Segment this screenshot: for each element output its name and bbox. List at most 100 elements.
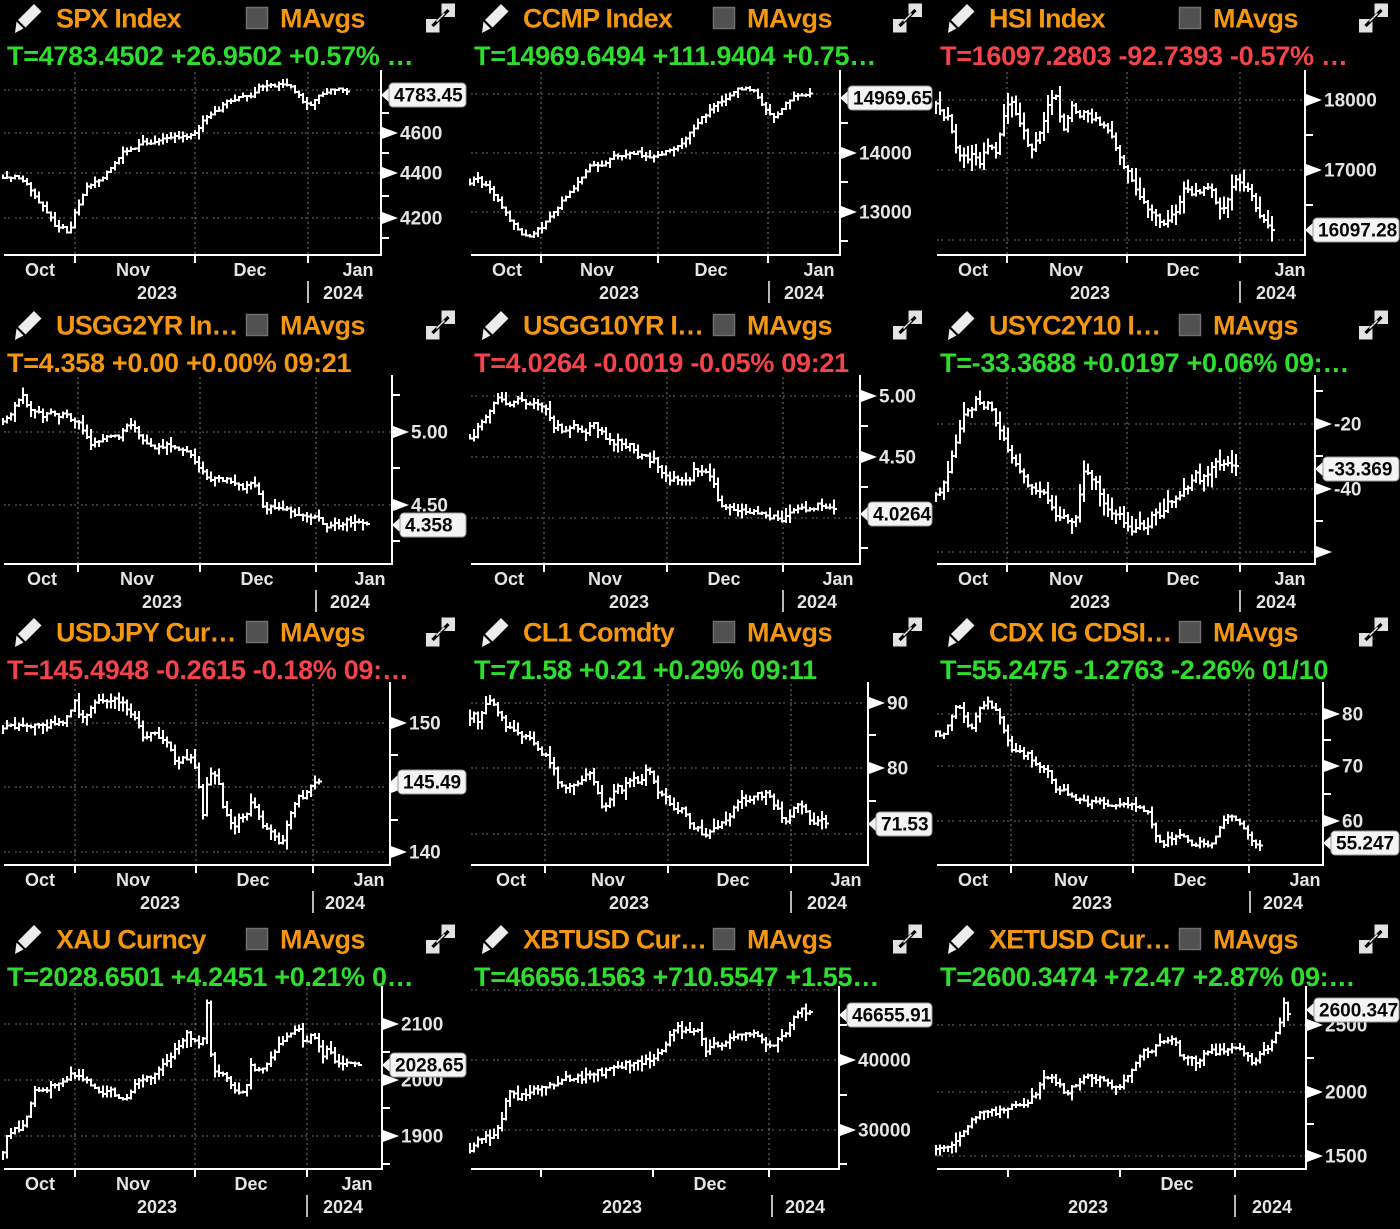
svg-text:MAvgs: MAvgs (1213, 925, 1298, 955)
svg-text:Dec: Dec (707, 569, 740, 589)
svg-text:Nov: Nov (1049, 569, 1083, 589)
svg-text:2028.65: 2028.65 (395, 1056, 464, 1077)
svg-text:Jan: Jan (342, 260, 373, 280)
svg-text:Nov: Nov (116, 870, 150, 890)
svg-text:55.247: 55.247 (1336, 834, 1394, 855)
svg-text:14969.65: 14969.65 (853, 89, 933, 110)
svg-text:T=2028.6501 +4.2451 +0.21% 0…: T=2028.6501 +4.2451 +0.21% 0… (7, 962, 413, 992)
svg-text:Oct: Oct (958, 870, 988, 890)
svg-text:USDJPY Cur…: USDJPY Cur… (56, 618, 236, 648)
svg-text:Oct: Oct (496, 870, 526, 890)
svg-text:2100: 2100 (401, 1015, 443, 1036)
svg-text:Oct: Oct (492, 260, 522, 280)
svg-text:Oct: Oct (25, 870, 55, 890)
svg-text:-40: -40 (1334, 480, 1361, 501)
svg-text:71.53: 71.53 (881, 815, 929, 836)
svg-text:Nov: Nov (591, 870, 625, 890)
svg-text:4783.45: 4783.45 (394, 86, 463, 107)
svg-text:30000: 30000 (858, 1121, 911, 1142)
svg-text:1500: 1500 (1325, 1147, 1367, 1168)
svg-text:1900: 1900 (401, 1127, 443, 1148)
svg-text:Dec: Dec (240, 569, 273, 589)
svg-text:XETUSD Cur…: XETUSD Cur… (989, 925, 1171, 955)
svg-text:80: 80 (887, 759, 908, 780)
svg-text:4.50: 4.50 (411, 496, 448, 517)
svg-text:Dec: Dec (1166, 569, 1199, 589)
svg-text:2023: 2023 (1072, 893, 1112, 913)
svg-text:145.49: 145.49 (403, 773, 461, 794)
svg-text:17000: 17000 (1324, 161, 1377, 182)
svg-text:USYC2Y10 I…: USYC2Y10 I… (989, 311, 1160, 341)
svg-text:MAvgs: MAvgs (747, 618, 832, 648)
svg-text:XBTUSD Cur…: XBTUSD Cur… (523, 925, 706, 955)
svg-text:Nov: Nov (116, 1174, 150, 1194)
svg-text:MAvgs: MAvgs (1213, 4, 1298, 34)
svg-text:Jan: Jan (1274, 260, 1305, 280)
svg-text:Nov: Nov (1054, 870, 1088, 890)
svg-text:MAvgs: MAvgs (280, 4, 365, 34)
svg-text:2024: 2024 (323, 1197, 363, 1217)
svg-text:2024: 2024 (1256, 592, 1296, 612)
svg-text:2023: 2023 (142, 592, 182, 612)
svg-text:2024: 2024 (330, 592, 370, 612)
svg-text:XAU Curncy: XAU Curncy (56, 925, 206, 955)
svg-text:Dec: Dec (1160, 1174, 1193, 1194)
svg-text:80: 80 (1342, 705, 1363, 726)
svg-text:2023: 2023 (1068, 1197, 1108, 1217)
svg-text:HSI Index: HSI Index (989, 4, 1106, 34)
svg-text:MAvgs: MAvgs (280, 618, 365, 648)
svg-text:2000: 2000 (1325, 1083, 1367, 1104)
svg-text:Oct: Oct (958, 569, 988, 589)
svg-text:USGG10YR I…: USGG10YR I… (523, 311, 703, 341)
svg-text:CDX IG CDSI…: CDX IG CDSI… (989, 618, 1171, 648)
svg-text:2023: 2023 (140, 893, 180, 913)
svg-text:4200: 4200 (400, 209, 442, 230)
svg-text:Nov: Nov (588, 569, 622, 589)
svg-text:2024: 2024 (784, 283, 824, 303)
svg-text:Oct: Oct (494, 569, 524, 589)
svg-text:Jan: Jan (341, 1174, 372, 1194)
svg-text:2024: 2024 (797, 592, 837, 612)
svg-text:2024: 2024 (785, 1197, 825, 1217)
svg-text:4.0264: 4.0264 (873, 505, 932, 526)
svg-text:T=2600.3474 +72.47 +2.87% 09:…: T=2600.3474 +72.47 +2.87% 09:… (940, 962, 1355, 992)
svg-text:46655.91: 46655.91 (852, 1006, 932, 1027)
svg-text:Dec: Dec (236, 870, 269, 890)
svg-text:Jan: Jan (1274, 569, 1305, 589)
svg-text:2024: 2024 (1256, 283, 1296, 303)
svg-text:T=55.2475 -1.2763 -2.26% 01/10: T=55.2475 -1.2763 -2.26% 01/10 (940, 655, 1328, 685)
svg-text:90: 90 (887, 694, 908, 715)
svg-text:MAvgs: MAvgs (280, 311, 365, 341)
svg-text:MAvgs: MAvgs (1213, 618, 1298, 648)
svg-text:Dec: Dec (694, 260, 727, 280)
svg-text:4.358: 4.358 (405, 516, 453, 537)
svg-text:MAvgs: MAvgs (747, 925, 832, 955)
svg-text:Oct: Oct (27, 569, 57, 589)
svg-text:Jan: Jan (354, 569, 385, 589)
svg-text:2023: 2023 (137, 283, 177, 303)
svg-text:Nov: Nov (120, 569, 154, 589)
svg-text:T=4.0264 -0.0019 -0.05% 09:21: T=4.0264 -0.0019 -0.05% 09:21 (474, 348, 849, 378)
svg-text:14000: 14000 (859, 144, 912, 165)
svg-text:2023: 2023 (137, 1197, 177, 1217)
svg-text:Oct: Oct (25, 1174, 55, 1194)
svg-text:MAvgs: MAvgs (280, 925, 365, 955)
svg-text:2023: 2023 (602, 1197, 642, 1217)
svg-text:4.50: 4.50 (879, 448, 916, 469)
svg-text:2600.347: 2600.347 (1319, 1001, 1398, 1022)
svg-text:2023: 2023 (609, 592, 649, 612)
svg-text:Dec: Dec (716, 870, 749, 890)
svg-text:T=14969.6494 +111.9404 +0.75…: T=14969.6494 +111.9404 +0.75… (474, 41, 876, 71)
svg-text:5.00: 5.00 (879, 387, 916, 408)
svg-text:4600: 4600 (400, 124, 442, 145)
svg-text:2023: 2023 (609, 893, 649, 913)
svg-text:13000: 13000 (859, 203, 912, 224)
svg-text:140: 140 (409, 843, 441, 864)
svg-text:Jan: Jan (830, 870, 861, 890)
svg-text:MAvgs: MAvgs (1213, 311, 1298, 341)
svg-text:Jan: Jan (822, 569, 853, 589)
svg-text:Oct: Oct (958, 260, 988, 280)
svg-text:T=71.58 +0.21 +0.29% 09:11: T=71.58 +0.21 +0.29% 09:11 (474, 655, 817, 685)
svg-text:CL1 Comdty: CL1 Comdty (523, 618, 675, 648)
svg-text:Oct: Oct (25, 260, 55, 280)
